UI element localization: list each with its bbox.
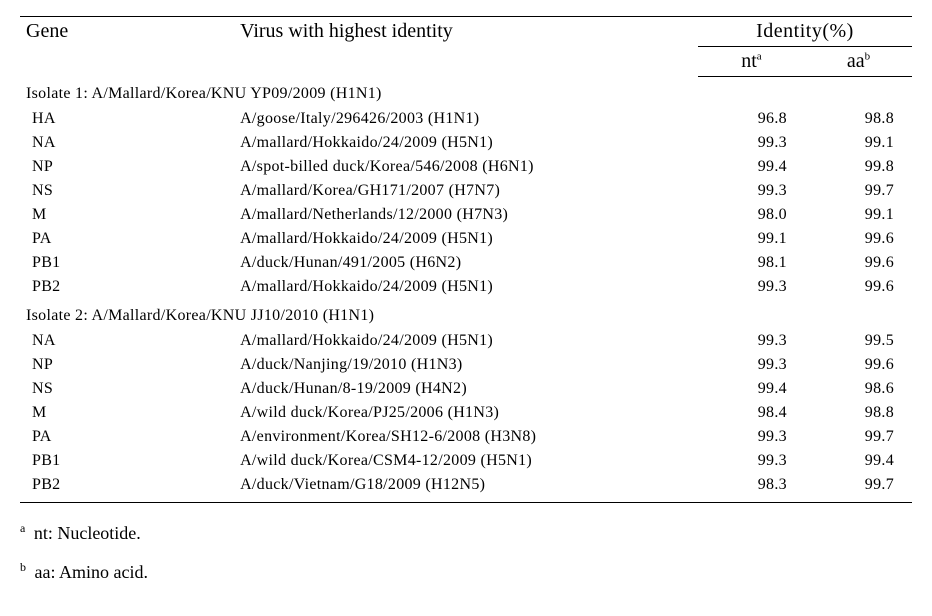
footnote: b aa: Amino acid. bbox=[20, 560, 912, 583]
cell-gene: PA bbox=[20, 425, 234, 449]
footnote-text: aa: Amino acid. bbox=[30, 562, 148, 582]
cell-gene: M bbox=[20, 203, 234, 227]
cell-virus: A/mallard/Korea/GH171/2007 (H7N7) bbox=[234, 179, 698, 203]
cell-virus: A/duck/Nanjing/19/2010 (H1N3) bbox=[234, 353, 698, 377]
cell-nt: 99.4 bbox=[698, 155, 805, 179]
table-header: Gene Virus with highest identity Identit… bbox=[20, 17, 912, 77]
cell-aa: 99.1 bbox=[805, 203, 912, 227]
table-row: MA/mallard/Netherlands/12/2000 (H7N3)98.… bbox=[20, 203, 912, 227]
cell-gene: HA bbox=[20, 107, 234, 131]
cell-aa: 98.8 bbox=[805, 107, 912, 131]
cell-gene: NS bbox=[20, 179, 234, 203]
cell-virus: A/wild duck/Korea/PJ25/2006 (H1N3) bbox=[234, 401, 698, 425]
footnote: a nt: Nucleotide. bbox=[20, 521, 912, 544]
table-row: HAA/goose/Italy/296426/2003 (H1N1)96.898… bbox=[20, 107, 912, 131]
cell-virus: A/wild duck/Korea/CSM4-12/2009 (H5N1) bbox=[234, 449, 698, 473]
cell-nt: 99.3 bbox=[698, 449, 805, 473]
cell-nt: 99.3 bbox=[698, 329, 805, 353]
cell-nt: 99.3 bbox=[698, 131, 805, 155]
identity-table: Gene Virus with highest identity Identit… bbox=[20, 16, 912, 503]
cell-nt: 99.3 bbox=[698, 275, 805, 299]
cell-gene: PA bbox=[20, 227, 234, 251]
cell-aa: 99.1 bbox=[805, 131, 912, 155]
cell-virus: A/goose/Italy/296426/2003 (H1N1) bbox=[234, 107, 698, 131]
cell-virus: A/duck/Vietnam/G18/2009 (H12N5) bbox=[234, 473, 698, 503]
cell-virus: A/mallard/Hokkaido/24/2009 (H5N1) bbox=[234, 131, 698, 155]
cell-aa: 98.6 bbox=[805, 377, 912, 401]
table-body: Isolate 1: A/Mallard/Korea/KNU YP09/2009… bbox=[20, 77, 912, 503]
cell-virus: A/environment/Korea/SH12-6/2008 (H3N8) bbox=[234, 425, 698, 449]
cell-nt: 99.4 bbox=[698, 377, 805, 401]
table-row: PB2A/mallard/Hokkaido/24/2009 (H5N1)99.3… bbox=[20, 275, 912, 299]
cell-aa: 99.7 bbox=[805, 425, 912, 449]
cell-gene: NS bbox=[20, 377, 234, 401]
cell-nt: 98.1 bbox=[698, 251, 805, 275]
cell-nt: 99.3 bbox=[698, 353, 805, 377]
footnote-sup: a bbox=[20, 521, 25, 535]
cell-virus: A/duck/Hunan/8-19/2009 (H4N2) bbox=[234, 377, 698, 401]
col-header-identity: Identity(%) bbox=[698, 17, 912, 47]
cell-nt: 96.8 bbox=[698, 107, 805, 131]
cell-gene: NP bbox=[20, 155, 234, 179]
cell-gene: PB2 bbox=[20, 473, 234, 503]
cell-nt: 98.4 bbox=[698, 401, 805, 425]
table-row: NSA/duck/Hunan/8-19/2009 (H4N2)99.498.6 bbox=[20, 377, 912, 401]
cell-gene: PB1 bbox=[20, 251, 234, 275]
cell-nt: 99.3 bbox=[698, 425, 805, 449]
cell-aa: 99.6 bbox=[805, 251, 912, 275]
footnotes: a nt: Nucleotide. b aa: Amino acid. bbox=[20, 521, 912, 583]
cell-aa: 99.4 bbox=[805, 449, 912, 473]
col-header-aa: aab bbox=[805, 47, 912, 77]
cell-aa: 99.6 bbox=[805, 275, 912, 299]
cell-gene: NA bbox=[20, 329, 234, 353]
table-row: PB2A/duck/Vietnam/G18/2009 (H12N5)98.399… bbox=[20, 473, 912, 503]
col-header-aa-label: aa bbox=[847, 50, 865, 72]
table-row: PB1A/duck/Hunan/491/2005 (H6N2)98.199.6 bbox=[20, 251, 912, 275]
cell-aa: 98.8 bbox=[805, 401, 912, 425]
cell-nt: 98.0 bbox=[698, 203, 805, 227]
cell-virus: A/duck/Hunan/491/2005 (H6N2) bbox=[234, 251, 698, 275]
table-row: PAA/mallard/Hokkaido/24/2009 (H5N1)99.19… bbox=[20, 227, 912, 251]
cell-virus: A/mallard/Hokkaido/24/2009 (H5N1) bbox=[234, 329, 698, 353]
col-header-nt-sup: a bbox=[757, 50, 762, 62]
table-row: NSA/mallard/Korea/GH171/2007 (H7N7)99.39… bbox=[20, 179, 912, 203]
table-row: NPA/spot-billed duck/Korea/546/2008 (H6N… bbox=[20, 155, 912, 179]
cell-aa: 99.6 bbox=[805, 227, 912, 251]
cell-virus: A/mallard/Hokkaido/24/2009 (H5N1) bbox=[234, 227, 698, 251]
section-label: Isolate 2: A/Mallard/Korea/KNU JJ10/2010… bbox=[20, 299, 912, 329]
cell-virus: A/spot-billed duck/Korea/546/2008 (H6N1) bbox=[234, 155, 698, 179]
cell-aa: 99.5 bbox=[805, 329, 912, 353]
col-header-virus: Virus with highest identity bbox=[234, 17, 698, 77]
col-header-aa-sup: b bbox=[865, 50, 871, 62]
cell-aa: 99.8 bbox=[805, 155, 912, 179]
cell-gene: M bbox=[20, 401, 234, 425]
cell-gene: PB1 bbox=[20, 449, 234, 473]
table-row: NPA/duck/Nanjing/19/2010 (H1N3)99.399.6 bbox=[20, 353, 912, 377]
col-header-nt: nta bbox=[698, 47, 805, 77]
cell-gene: NA bbox=[20, 131, 234, 155]
cell-aa: 99.7 bbox=[805, 179, 912, 203]
footnote-text: nt: Nucleotide. bbox=[29, 523, 140, 543]
table-row: NAA/mallard/Hokkaido/24/2009 (H5N1)99.39… bbox=[20, 131, 912, 155]
col-header-nt-label: nt bbox=[741, 50, 757, 72]
section-header-row: Isolate 1: A/Mallard/Korea/KNU YP09/2009… bbox=[20, 77, 912, 108]
section-header-row: Isolate 2: A/Mallard/Korea/KNU JJ10/2010… bbox=[20, 299, 912, 329]
cell-virus: A/mallard/Netherlands/12/2000 (H7N3) bbox=[234, 203, 698, 227]
cell-virus: A/mallard/Hokkaido/24/2009 (H5N1) bbox=[234, 275, 698, 299]
cell-gene: NP bbox=[20, 353, 234, 377]
cell-nt: 99.3 bbox=[698, 179, 805, 203]
cell-aa: 99.7 bbox=[805, 473, 912, 503]
col-header-gene: Gene bbox=[20, 17, 234, 77]
cell-aa: 99.6 bbox=[805, 353, 912, 377]
cell-nt: 98.3 bbox=[698, 473, 805, 503]
cell-nt: 99.1 bbox=[698, 227, 805, 251]
cell-gene: PB2 bbox=[20, 275, 234, 299]
section-label: Isolate 1: A/Mallard/Korea/KNU YP09/2009… bbox=[20, 77, 912, 108]
footnote-sup: b bbox=[20, 560, 26, 574]
table-row: PB1A/wild duck/Korea/CSM4-12/2009 (H5N1)… bbox=[20, 449, 912, 473]
table-row: NAA/mallard/Hokkaido/24/2009 (H5N1)99.39… bbox=[20, 329, 912, 353]
table-row: MA/wild duck/Korea/PJ25/2006 (H1N3)98.49… bbox=[20, 401, 912, 425]
table-row: PAA/environment/Korea/SH12-6/2008 (H3N8)… bbox=[20, 425, 912, 449]
